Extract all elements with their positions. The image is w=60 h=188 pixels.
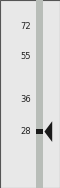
- Bar: [36, 129, 43, 134]
- Text: 36: 36: [20, 95, 31, 104]
- Text: 55: 55: [21, 52, 31, 61]
- Text: 28: 28: [21, 127, 31, 136]
- Polygon shape: [44, 121, 52, 142]
- Bar: [36, 0, 43, 188]
- Text: 72: 72: [21, 22, 31, 31]
